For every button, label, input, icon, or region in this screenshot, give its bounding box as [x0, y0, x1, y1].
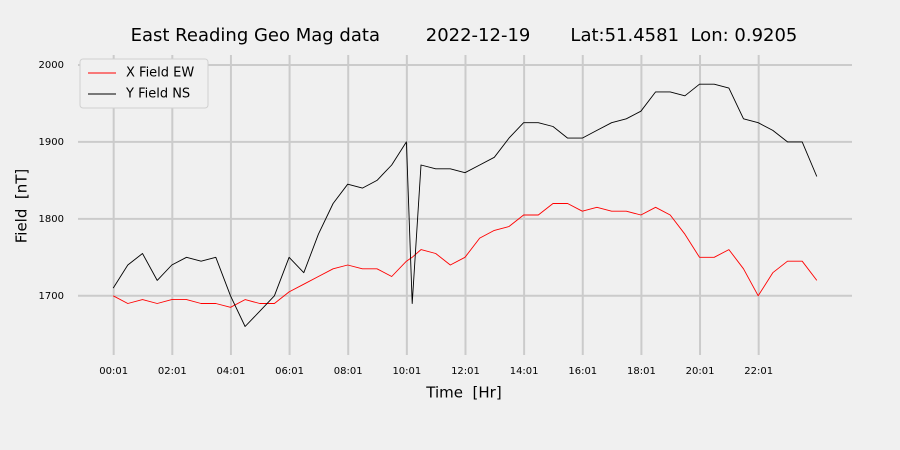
y-tick-label: 1900 — [39, 137, 64, 148]
y-axis-label: Field [nT] — [13, 169, 31, 244]
x-tick-label: 12:01 — [451, 366, 480, 377]
x-tick-label: 16:01 — [568, 366, 597, 377]
x-tick-label: 18:01 — [627, 366, 656, 377]
x-tick-label: 22:01 — [744, 366, 773, 377]
legend-box — [79, 58, 209, 109]
legend-label: X Field EW — [126, 66, 194, 81]
x-tick-label: 02:01 — [158, 366, 187, 377]
legend: X Field EW Y Field NS — [79, 58, 209, 109]
x-tick-label: 14:01 — [510, 366, 539, 377]
grid: 1700 1800 1900 2000 00:01 02:01 04:01 06:01 08:0… — [39, 55, 852, 377]
plot-lines — [112, 83, 818, 327]
x-tick-label: 06:01 — [275, 366, 304, 377]
x-tick-label: 20:01 — [686, 366, 715, 377]
y-tick-label: 2000 — [39, 60, 64, 71]
chart-title: East Reading Geo Mag data 2022-12-19 Lat… — [131, 25, 798, 46]
x-tick-label: 00:01 — [99, 366, 128, 377]
data-line — [112, 83, 818, 327]
x-tick-label: 04:01 — [217, 366, 246, 377]
data-line — [112, 203, 818, 308]
legend-label: Y Field NS — [125, 87, 190, 102]
y-tick-label: 1700 — [39, 291, 64, 302]
x-tick-label: 08:01 — [334, 366, 363, 377]
x-axis-label: Time [Hr] — [425, 384, 501, 402]
x-tick-label: 10:01 — [392, 366, 421, 377]
y-tick-label: 1800 — [39, 214, 64, 225]
